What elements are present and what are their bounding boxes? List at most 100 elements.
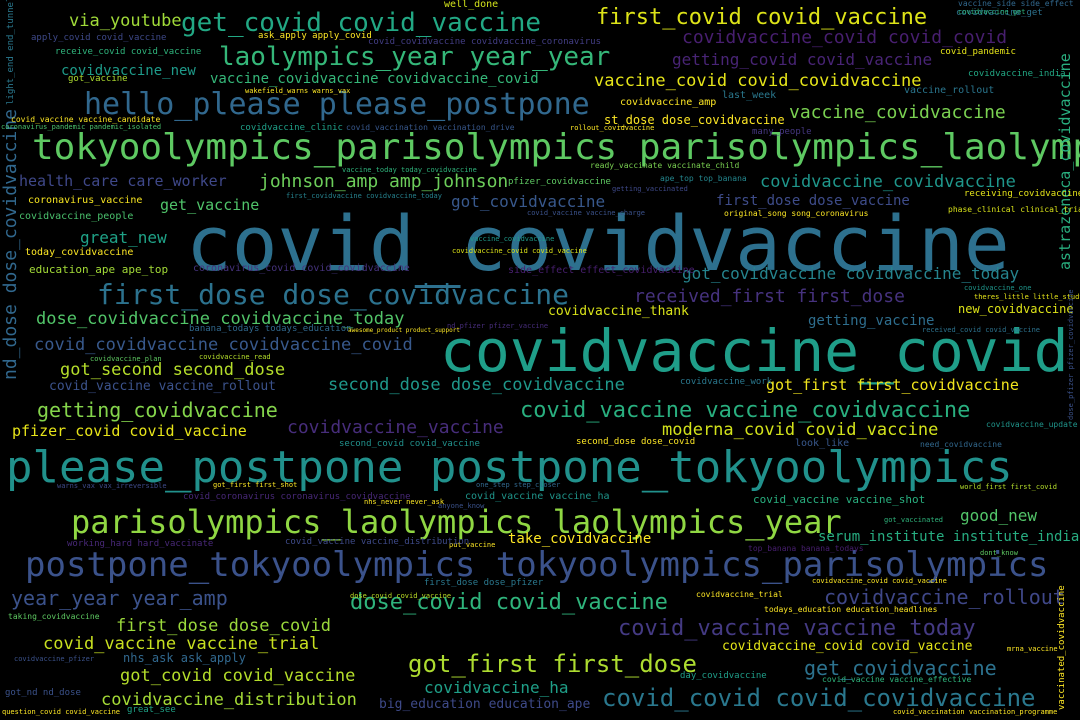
word-cloud-word: vaccine_today today_covidvaccine bbox=[342, 166, 477, 174]
word-cloud-word: side_effect effect_covidvaccine bbox=[508, 265, 695, 276]
word-cloud-word: nhs_ask ask_apply bbox=[123, 651, 246, 665]
word-cloud-word: nhs_never never_ask bbox=[364, 498, 445, 506]
word-cloud-word: tokyoolympics_parisolympics parisolympic… bbox=[32, 127, 1080, 168]
word-cloud-word: covidvaccine_work bbox=[680, 377, 773, 387]
word-cloud-word: anyone_know bbox=[438, 502, 485, 510]
word-cloud-word: receiving_covidvaccine bbox=[964, 189, 1080, 199]
word-cloud-word: dose_covidvaccine covidvaccine_today bbox=[36, 309, 405, 329]
word-cloud-word: well_done bbox=[444, 0, 499, 10]
word-cloud-word: nd_pfizer pfizer_vaccine bbox=[447, 322, 549, 330]
word-cloud-word: covidvaccine_covid covid_vaccine bbox=[452, 247, 587, 255]
word-cloud-word: covid_vaccine vaccine_covidvaccine bbox=[520, 398, 971, 423]
word-cloud-word: covidvaccine_ha bbox=[424, 678, 569, 697]
word-cloud-word: hello_please please_postpone bbox=[84, 87, 590, 122]
word-cloud-word: covidvaccine_covid bbox=[440, 317, 1069, 385]
word-cloud-word: second_covid covid_vaccine bbox=[339, 439, 480, 449]
word-cloud-word: got_first first_covidvaccine bbox=[766, 376, 1019, 394]
word-cloud-word: covid_covidvaccine bbox=[186, 199, 1010, 288]
word-cloud-word: covidvaccine_distribution bbox=[101, 690, 357, 710]
word-cloud-word: ape_top top_banana bbox=[660, 174, 747, 183]
word-cloud-word: light_end end_tunnel bbox=[6, 0, 16, 105]
word-cloud-word: taking_covidvaccine bbox=[8, 612, 100, 621]
word-cloud-word: take_covidvaccine bbox=[508, 531, 652, 547]
word-cloud-word: parisolympics_laolympics laolympics_year bbox=[71, 503, 842, 541]
word-cloud-word: got_covid covid_vaccine bbox=[120, 666, 356, 686]
word-cloud-word: vaccine_covidvaccine bbox=[470, 235, 555, 243]
word-cloud-word: covid_vaccine vaccine_trial bbox=[43, 634, 320, 654]
word-cloud-word: rollout_covidvaccine bbox=[570, 124, 655, 132]
word-cloud-word: apply_covid covid_vaccine bbox=[31, 33, 167, 43]
word-cloud-word: moderna_covid covid_vaccine bbox=[662, 420, 939, 440]
word-cloud-word: covidvaccine_read bbox=[199, 353, 271, 361]
word-cloud-word: covidvaccine_clinic bbox=[240, 123, 343, 133]
word-cloud-word: vaccinated_covidvaccine bbox=[1057, 585, 1067, 710]
word-cloud-word: health_care care_worker bbox=[19, 172, 227, 190]
word-cloud-word: second_dose dose_covidvaccine bbox=[328, 375, 625, 395]
word-cloud-word: dose_covid covid_vaccine bbox=[350, 590, 668, 615]
word-cloud-word: covidvaccine_covid covid_vaccine bbox=[722, 639, 973, 654]
word-cloud-word: covid_covidvaccine covidvaccine_covid bbox=[34, 335, 413, 355]
word-cloud-word: covid_vaccine vaccine_candidate bbox=[11, 115, 161, 124]
word-cloud-word: received_covid covid_vaccine bbox=[922, 326, 1041, 334]
word-cloud-word: put_vaccine bbox=[449, 541, 496, 549]
word-cloud-word: postpone_tokyoolympics tokyoolympics_par… bbox=[25, 545, 1049, 585]
word-cloud-word: question_covid covid_vaccine bbox=[2, 708, 121, 716]
word-cloud-word: theres_little little_study bbox=[974, 293, 1080, 301]
word-cloud-word: vaccine_side side_effect bbox=[958, 0, 1074, 8]
word-cloud-word: get_covid covid_vaccine bbox=[181, 8, 542, 38]
word-cloud-word: day_covidvaccine bbox=[680, 671, 767, 681]
word-cloud-word: covid_covid covid_covidvaccine bbox=[602, 684, 1036, 712]
word-cloud-word: vaccine_rollout bbox=[904, 85, 995, 96]
word-cloud-word: original_song song_coronavirus bbox=[724, 209, 869, 218]
word-cloud-word: receive_covid covid_vaccine bbox=[55, 47, 202, 57]
word-cloud-word: covidvaccine_covidvaccine bbox=[760, 172, 1016, 192]
word-cloud-word: wakefield_warns warns_vax bbox=[245, 87, 351, 95]
word-cloud-word: one_step step_closer bbox=[476, 481, 561, 489]
word-cloud-word: vaccine_covidvaccine bbox=[789, 102, 1006, 123]
word-cloud-word: pfizer_covidvaccine bbox=[508, 177, 611, 187]
word-cloud-word: look_like bbox=[795, 438, 850, 449]
word-cloud-word: getting_vaccine bbox=[808, 313, 935, 329]
word-cloud-word: covidvaccine_rollout bbox=[824, 585, 1065, 609]
word-cloud-word: year_year year_amp bbox=[11, 586, 228, 610]
word-cloud-word: need_covidvaccine bbox=[920, 440, 1002, 449]
word-cloud-word: covidvaccine_thank bbox=[548, 304, 689, 319]
word-cloud-word: covidvaccine_trial bbox=[696, 590, 783, 599]
word-cloud-word: covid_coronavirus coronavirus_covidvacci… bbox=[183, 492, 411, 502]
word-cloud-word: got_vaccinated bbox=[884, 516, 944, 524]
word-cloud-word: top_banana banana_todays bbox=[748, 544, 864, 553]
word-cloud-word: st_dose dose_covidvaccine bbox=[604, 113, 785, 127]
word-cloud-word: covid_vaccine vaccine_charge bbox=[527, 209, 646, 217]
word-cloud-word: received_first first_dose bbox=[634, 286, 905, 307]
word-cloud-word: ready_vaccinate vaccinate_child bbox=[590, 161, 740, 170]
word-cloud-word: covidvaccine_people bbox=[19, 211, 134, 222]
word-cloud-word: covidvaccine_covid covid_covid bbox=[682, 27, 1008, 48]
word-cloud-word: serum_institute institute_india bbox=[818, 529, 1080, 545]
word-cloud-word: covid_vaccination vaccination_drive bbox=[346, 123, 515, 132]
word-cloud-word: phase_clinical clinical_trial bbox=[948, 205, 1080, 214]
word-cloud-word: warns_vax vax_irreversible bbox=[57, 482, 167, 490]
word-cloud-word: covid_vaccine vaccine_today bbox=[618, 616, 976, 641]
word-cloud-word: first_dose dose_covid bbox=[116, 616, 331, 636]
word-cloud-word: coronavirus_pandemic pandemic_isolated bbox=[1, 123, 162, 131]
word-cloud-word: coronavirus_covid covid_covidvaccine bbox=[193, 263, 410, 274]
word-cloud-word: got_covidvaccine covidvaccine_today bbox=[682, 264, 1020, 283]
word-cloud-word: covidvaccine_get bbox=[958, 8, 1026, 16]
word-cloud-word: covid_pandemic bbox=[940, 47, 1016, 57]
word-cloud-word: last_week bbox=[722, 90, 777, 101]
word-cloud-word: first_dose dose_vaccine bbox=[716, 193, 910, 209]
word-cloud-word: getting_covid covid_vaccine bbox=[672, 50, 933, 69]
word-cloud-word: big_education education_ape bbox=[379, 697, 591, 712]
word-cloud-word: great_see bbox=[127, 705, 176, 715]
word-cloud-word: covid_vaccine vaccine_rollout bbox=[49, 379, 276, 394]
word-cloud-word: dose_pfizer pfizer_covidvaccine bbox=[1067, 289, 1075, 420]
word-cloud-word: first_covidvaccine covidvaccine_today bbox=[286, 192, 442, 200]
word-cloud-word: got_first first_dose bbox=[408, 650, 697, 678]
word-cloud-word: covid_covidvaccine covidvaccine_coronavi… bbox=[368, 37, 601, 47]
word-cloud-word: mrna_vaccine bbox=[1007, 645, 1058, 653]
word-cloud-word: got_vaccine bbox=[68, 74, 128, 84]
word-cloud-word: ask_apply apply_covid bbox=[258, 31, 372, 41]
word-cloud-word: today_covidvaccine bbox=[25, 247, 134, 258]
word-cloud-word: coronavirus_vaccine bbox=[28, 195, 143, 206]
